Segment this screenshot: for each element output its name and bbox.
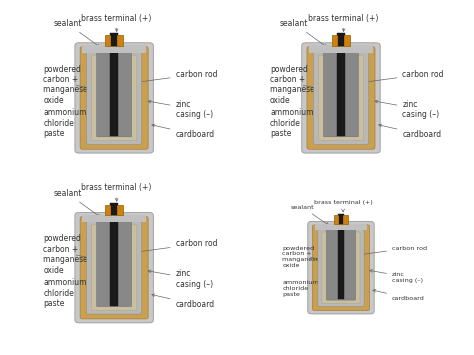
Text: sealant: sealant xyxy=(53,19,100,47)
Text: brass terminal (+): brass terminal (+) xyxy=(308,13,379,32)
FancyBboxPatch shape xyxy=(87,222,142,314)
Text: cardboard: cardboard xyxy=(379,124,442,139)
Bar xyxy=(110,203,118,306)
FancyBboxPatch shape xyxy=(80,47,148,149)
FancyBboxPatch shape xyxy=(308,222,374,314)
FancyBboxPatch shape xyxy=(302,43,380,153)
Bar xyxy=(334,215,348,224)
Text: brass terminal (+): brass terminal (+) xyxy=(82,13,152,32)
FancyBboxPatch shape xyxy=(323,52,358,137)
FancyBboxPatch shape xyxy=(75,213,154,323)
Text: zinc
casing (–): zinc casing (–) xyxy=(375,100,439,119)
Text: powdered
carbon +
manganese (IV)
oxide: powdered carbon + manganese (IV) oxide xyxy=(282,246,333,268)
Text: ammonium
chloride
paste: ammonium chloride paste xyxy=(43,278,93,308)
FancyBboxPatch shape xyxy=(75,43,154,153)
Bar xyxy=(105,35,123,45)
FancyBboxPatch shape xyxy=(97,52,132,137)
FancyBboxPatch shape xyxy=(80,217,148,319)
Text: sealant: sealant xyxy=(290,204,328,225)
Text: sealant: sealant xyxy=(280,19,327,47)
FancyBboxPatch shape xyxy=(307,47,375,149)
Bar xyxy=(310,45,373,53)
Bar xyxy=(338,215,343,224)
FancyBboxPatch shape xyxy=(314,51,368,144)
Bar xyxy=(338,214,344,299)
Text: ammonium
chloride
paste: ammonium chloride paste xyxy=(43,108,93,138)
FancyBboxPatch shape xyxy=(312,225,370,311)
Text: powdered
carbon +
manganese (IV)
oxide: powdered carbon + manganese (IV) oxide xyxy=(43,234,104,275)
Bar xyxy=(337,33,345,136)
Text: cardboard: cardboard xyxy=(373,289,425,301)
FancyBboxPatch shape xyxy=(87,51,142,144)
Bar xyxy=(82,45,146,53)
Text: carbon rod: carbon rod xyxy=(348,70,444,86)
FancyBboxPatch shape xyxy=(322,232,360,304)
FancyBboxPatch shape xyxy=(318,55,364,141)
Bar xyxy=(111,35,117,45)
FancyBboxPatch shape xyxy=(91,225,137,311)
Text: sealant: sealant xyxy=(53,189,100,217)
Text: ammonium
chloride
paste: ammonium chloride paste xyxy=(270,108,320,138)
Text: zinc
casing (–): zinc casing (–) xyxy=(370,269,423,283)
Text: brass terminal (+): brass terminal (+) xyxy=(82,183,152,201)
Text: carbon rod: carbon rod xyxy=(347,246,427,257)
Bar xyxy=(332,35,350,45)
Bar xyxy=(111,205,117,215)
Text: brass terminal (+): brass terminal (+) xyxy=(314,200,372,212)
Text: ammonium
chloride
paste: ammonium chloride paste xyxy=(282,280,324,297)
FancyBboxPatch shape xyxy=(91,55,137,141)
Bar xyxy=(315,224,367,230)
Text: cardboard: cardboard xyxy=(152,294,215,309)
Text: powdered
carbon +
manganese (IV)
oxide: powdered carbon + manganese (IV) oxide xyxy=(43,65,104,105)
Bar xyxy=(82,215,146,223)
Bar xyxy=(105,205,123,215)
Bar xyxy=(338,35,344,45)
Text: powdered
carbon +
manganese (IV)
oxide: powdered carbon + manganese (IV) oxide xyxy=(270,65,331,105)
FancyBboxPatch shape xyxy=(326,229,356,300)
Text: cardboard: cardboard xyxy=(152,124,215,139)
Text: zinc
casing (–): zinc casing (–) xyxy=(148,269,213,289)
Text: zinc
casing (–): zinc casing (–) xyxy=(148,100,213,119)
Bar xyxy=(110,33,118,136)
Text: carbon rod: carbon rod xyxy=(121,70,217,86)
Text: carbon rod: carbon rod xyxy=(121,240,217,255)
FancyBboxPatch shape xyxy=(318,229,364,306)
FancyBboxPatch shape xyxy=(97,222,132,307)
